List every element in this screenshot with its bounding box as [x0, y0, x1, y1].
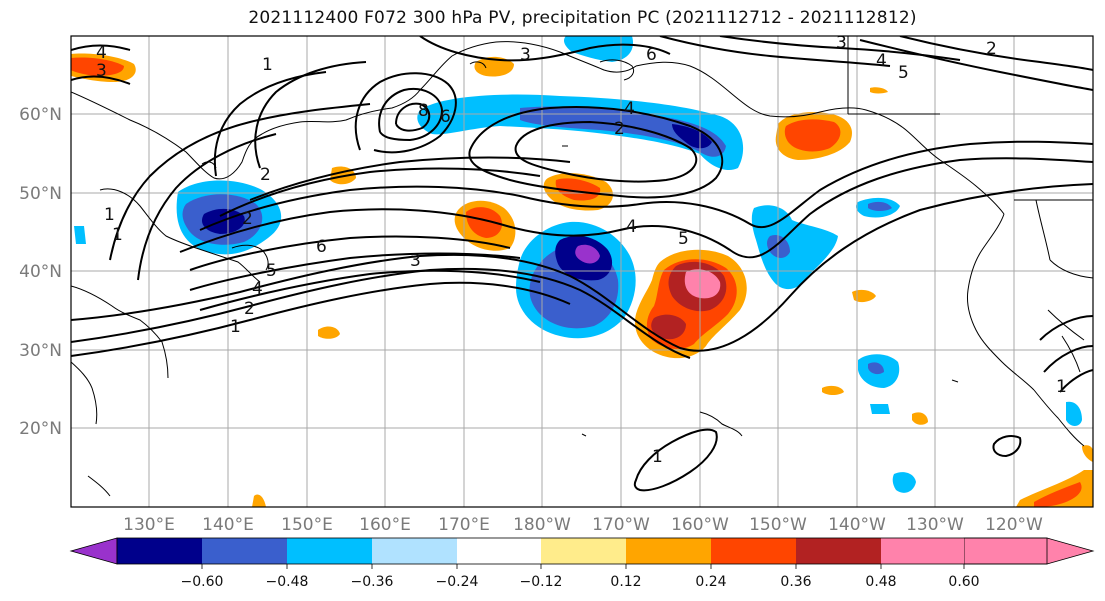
- latitude-labels: 60°N 50°N 40°N 30°N 20°N: [19, 105, 62, 439]
- pv-contours: [71, 36, 1093, 492]
- contour-label: 4: [626, 217, 637, 237]
- lon-label: 180°W: [513, 515, 571, 535]
- colorbar-tick-label: 0.60: [948, 574, 979, 590]
- colorbar-ticks: [201, 564, 965, 569]
- contour-label: 3: [410, 251, 421, 271]
- map-frame: [70, 35, 1094, 508]
- contour-label: 1: [112, 225, 123, 245]
- precip-negative-region: [417, 94, 744, 171]
- colorbar-tick-label: −0.36: [351, 574, 394, 590]
- lon-label: 130°W: [906, 515, 964, 535]
- colorbar-swatch: [457, 538, 541, 564]
- colorbar-swatch: [372, 538, 457, 564]
- map-title: 2021112400 F072 300 hPa PV, precipitatio…: [248, 8, 917, 28]
- lon-label: 120°W: [985, 515, 1043, 535]
- lon-label: 160°E: [359, 515, 411, 535]
- contour-label: 4: [252, 279, 263, 299]
- colorbar-swatch: [117, 538, 202, 564]
- lat-label: 60°N: [19, 105, 62, 125]
- colorbar-swatch: [881, 538, 964, 564]
- contour-label: 2: [242, 209, 253, 229]
- colorbar-extend-max: [963, 537, 1095, 565]
- lon-label: 140°E: [202, 515, 254, 535]
- contour-label: 1: [652, 447, 663, 467]
- colorbar-swatch: [202, 538, 287, 564]
- colorbar-tick-label: 0.48: [865, 574, 896, 590]
- contour-label: 5: [678, 229, 689, 249]
- lon-label: 150°W: [749, 515, 807, 535]
- lat-label: 40°N: [19, 262, 62, 282]
- contour-label: 4: [96, 43, 107, 63]
- colorbar-swatch: [796, 538, 881, 564]
- contour-label: 1: [262, 55, 273, 75]
- lon-label: 130°E: [123, 515, 175, 535]
- colorbar-tick-label: 0.12: [610, 574, 641, 590]
- contour-labels: 4 3 3 6 3 4 5 2 1 8 6 4 2 2 1 1 2 6 5 4 …: [96, 33, 1067, 467]
- contour-label: 4: [876, 51, 887, 71]
- lon-label: 160°W: [671, 515, 729, 535]
- lon-label: 170°W: [592, 515, 650, 535]
- contour-label: 2: [614, 119, 625, 139]
- lon-label: 170°E: [438, 515, 490, 535]
- lat-label: 50°N: [19, 184, 62, 204]
- contour-label: 8: [418, 101, 429, 121]
- colorbar-tick-label: −0.60: [181, 574, 224, 590]
- contour-label: 5: [898, 63, 909, 83]
- colorbar-swatch: [287, 538, 372, 564]
- colorbar-tick-label: 0.36: [780, 574, 811, 590]
- colorbar-swatch: [541, 538, 626, 564]
- contour-label: 6: [316, 237, 327, 257]
- colorbar-tick-label: −0.12: [520, 574, 563, 590]
- lat-label: 20°N: [19, 419, 62, 439]
- colorbar-tick-label: 0.24: [695, 574, 726, 590]
- contour-label: 2: [260, 165, 271, 185]
- lon-label: 140°W: [828, 515, 886, 535]
- colorbar-labels: −0.60 −0.48 −0.36 −0.24 −0.12 0.12 0.24 …: [181, 574, 980, 590]
- colorbar-swatch: [626, 538, 711, 564]
- contour-label: 5: [266, 261, 277, 281]
- contour-label: 1: [1056, 377, 1067, 397]
- colorbar-outline: [116, 537, 1048, 565]
- contour-label: 3: [96, 61, 107, 81]
- contour-label: 4: [624, 99, 635, 119]
- longitude-labels: 130°E 140°E 150°E 160°E 170°E 180°W 170°…: [123, 515, 1043, 535]
- contour-label: 2: [986, 39, 997, 59]
- contour-label: 1: [104, 205, 115, 225]
- lat-label: 30°N: [19, 341, 62, 361]
- map-content: 4 3 3 6 3 4 5 2 1 8 6 4 2 2 1 1 2 6 5 4 …: [71, 33, 1093, 507]
- contour-label: 3: [836, 33, 847, 53]
- colorbar-swatch: [711, 538, 796, 564]
- colorbar-extend-min: [69, 537, 118, 565]
- contour-label: 2: [244, 299, 255, 319]
- contour-label: 1: [230, 317, 241, 337]
- contour-label: 6: [646, 45, 657, 65]
- colorbar-tick-label: −0.24: [436, 574, 479, 590]
- colorbar: −0.60 −0.48 −0.36 −0.24 −0.12 0.12 0.24 …: [69, 537, 1095, 590]
- lon-label: 150°E: [281, 515, 333, 535]
- colorbar-tick-label: −0.48: [266, 574, 309, 590]
- contour-label: 6: [440, 107, 451, 127]
- contour-label: 3: [520, 45, 531, 65]
